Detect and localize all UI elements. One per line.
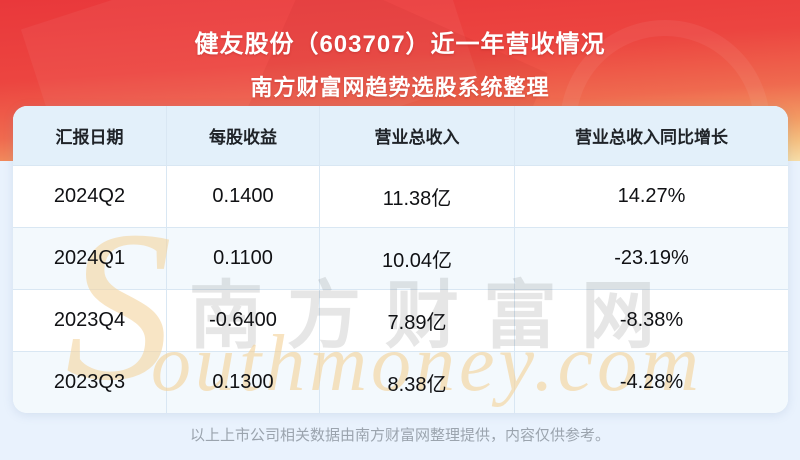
table-header-row: 汇报日期 每股收益 营业总收入 营业总收入同比增长 bbox=[13, 106, 788, 165]
cell-total-revenue: 8.38亿 bbox=[320, 352, 515, 413]
cell-eps: 0.1100 bbox=[167, 228, 320, 289]
cell-report-date: 2023Q3 bbox=[13, 352, 167, 413]
table-row-2023q3: 2023Q3 0.1300 8.38亿 -4.28% bbox=[13, 351, 788, 413]
column-header-report-date: 汇报日期 bbox=[13, 106, 167, 165]
page-title: 健友股份（603707）近一年营收情况 bbox=[194, 31, 606, 58]
cell-total-revenue: 10.04亿 bbox=[320, 228, 515, 289]
page-subtitle: 南方财富网趋势选股系统整理 bbox=[250, 75, 550, 100]
table-row-2024q1: 2024Q1 0.1100 10.04亿 -23.19% bbox=[13, 227, 788, 289]
cell-report-date: 2024Q1 bbox=[13, 228, 167, 289]
cell-eps: -0.6400 bbox=[167, 290, 320, 351]
table-row-2023q4: 2023Q4 -0.6400 7.89亿 -8.38% bbox=[13, 289, 788, 351]
cell-eps: 0.1400 bbox=[167, 166, 320, 227]
cell-revenue-yoy-growth: -4.28% bbox=[619, 371, 684, 393]
cell-total-revenue: 7.89亿 bbox=[320, 290, 515, 351]
column-header-eps: 每股收益 bbox=[167, 106, 320, 165]
table-row-2024q2: 2024Q2 0.1400 11.38亿 14.27% bbox=[13, 165, 788, 227]
cell-total-revenue: 11.38亿 bbox=[320, 166, 515, 227]
cell-revenue-yoy-growth: -8.38% bbox=[619, 309, 684, 331]
cell-eps: 0.1300 bbox=[167, 352, 320, 413]
cell-revenue-yoy-growth: 14.27% bbox=[617, 185, 686, 207]
disclaimer-text: 以上上市公司相关数据由南方财富网整理提供，内容仅供参考。 bbox=[189, 427, 610, 444]
column-header-total-revenue: 营业总收入 bbox=[320, 106, 515, 165]
cell-revenue-yoy-growth: -23.19% bbox=[614, 247, 689, 269]
revenue-table-card: 汇报日期 每股收益 营业总收入 营业总收入同比增长 2024Q2 0.1400 … bbox=[13, 106, 788, 413]
column-header-revenue-yoy-growth: 营业总收入同比增长 bbox=[575, 128, 728, 147]
cell-report-date: 2024Q2 bbox=[13, 166, 167, 227]
cell-report-date: 2023Q4 bbox=[13, 290, 167, 351]
